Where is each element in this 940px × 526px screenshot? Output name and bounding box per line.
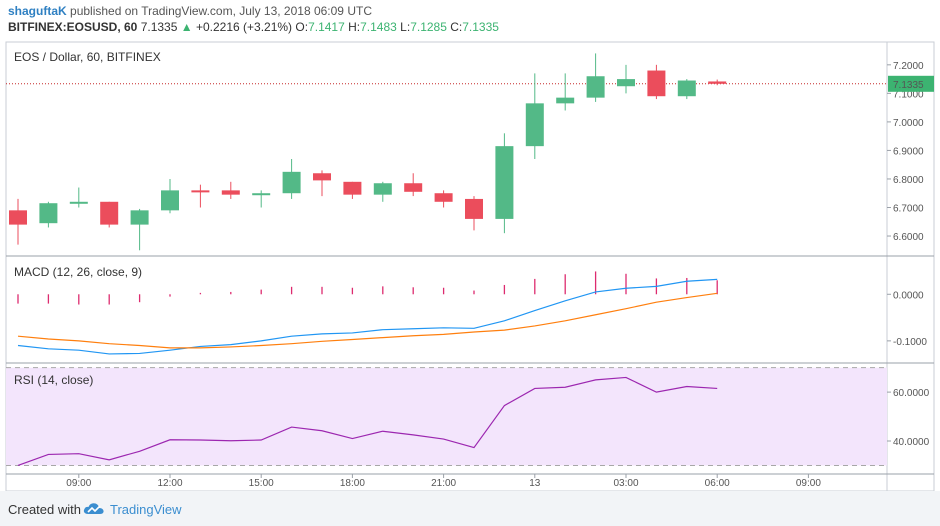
time-axis-label: 21:00 xyxy=(431,478,456,489)
published-text: published on TradingView.com, July 13, 2… xyxy=(70,4,372,18)
candle-body xyxy=(586,76,605,98)
last-price: 7.1335 xyxy=(140,20,178,34)
candle-body xyxy=(556,97,575,104)
open-value: 7.1417 xyxy=(308,20,345,34)
candle-body xyxy=(373,183,392,195)
publish-line: shaguftaK published on TradingView.com, … xyxy=(8,4,372,18)
current-price-tag xyxy=(888,75,934,92)
candle-body xyxy=(617,79,635,87)
macd-pane-title: MACD (12, 26, close, 9) xyxy=(14,265,142,279)
time-axis-label: 15:00 xyxy=(249,478,274,489)
candle-body xyxy=(191,190,210,193)
time-axis-label: 09:00 xyxy=(66,478,91,489)
time-axis-label: 09:00 xyxy=(796,478,821,489)
signal-line xyxy=(17,292,718,349)
low-label: L: xyxy=(400,20,411,34)
candle-body xyxy=(69,201,88,204)
candle-body xyxy=(39,203,58,224)
time-axis-label: 12:00 xyxy=(157,478,182,489)
time-axis-label: 18:00 xyxy=(340,478,365,489)
macd-line xyxy=(17,278,718,355)
candle-body xyxy=(647,70,666,97)
price-axis-label: 6.9000 xyxy=(893,146,924,157)
close-value: 7.1335 xyxy=(462,20,499,34)
high-label: H: xyxy=(348,20,361,34)
candle-body xyxy=(130,210,149,225)
candle-body xyxy=(252,193,271,196)
candle-body xyxy=(708,81,727,84)
rsi-axis-label: 60.0000 xyxy=(893,388,930,399)
rsi-axis-label: 40.0000 xyxy=(893,437,930,448)
chart-canvas[interactable]: 09:00 12:00 15:00 18:00 21:00 13 03:00 06:00 09:… xyxy=(0,0,940,491)
price-axis-label: 7.2000 xyxy=(893,61,924,72)
rsi-band xyxy=(6,367,887,466)
macd-axis-label: -0.1000 xyxy=(893,337,927,348)
candle-body xyxy=(495,146,514,219)
macd-axis-label: 0.0000 xyxy=(893,290,924,301)
candle-body xyxy=(161,190,179,211)
price-axis-label: 6.7000 xyxy=(893,203,924,214)
candle-body xyxy=(100,201,119,225)
author-link[interactable]: shaguftaK xyxy=(8,4,67,18)
tradingview-cloud-icon xyxy=(83,503,104,514)
open-label: O: xyxy=(295,20,309,34)
candle-body xyxy=(9,210,27,225)
time-axis-label: 03:00 xyxy=(613,478,638,489)
price-axis-label: 6.6000 xyxy=(893,232,924,243)
price-change: +0.2216 (+3.21%) xyxy=(195,20,293,34)
close-label: C: xyxy=(450,20,463,34)
candle-body xyxy=(525,103,544,147)
symbol-line: BITFINEX:EOSUSD, 60 7.1335 ▲ +0.2216 (+3… xyxy=(8,20,499,34)
time-axis-label: 06:00 xyxy=(705,478,730,489)
rsi-line xyxy=(17,376,718,467)
candle-body xyxy=(434,193,453,202)
price-axis-label: 6.8000 xyxy=(893,175,924,186)
candle-body xyxy=(465,198,483,219)
candle-body xyxy=(343,181,362,195)
chart-frame xyxy=(5,41,935,491)
candle-body xyxy=(404,183,423,192)
footer: Created with TradingView xyxy=(0,491,940,526)
high-value: 7.1483 xyxy=(360,20,397,34)
time-axis-label: 13 xyxy=(529,478,541,489)
up-arrow-icon: ▲ xyxy=(180,20,193,34)
price-axis-label: 7.1000 xyxy=(893,89,924,100)
chart-header: shaguftaK published on TradingView.com, … xyxy=(0,0,940,40)
candle-body xyxy=(221,190,240,195)
tradingview-brand-link[interactable]: TradingView xyxy=(110,502,182,517)
candle-body xyxy=(677,80,696,97)
candle-body xyxy=(313,173,331,181)
current-price-label: 7.1335 xyxy=(893,80,924,91)
rsi-pane-title: RSI (14, close) xyxy=(14,373,93,387)
price-pane-title: EOS / Dollar, 60, BITFINEX xyxy=(14,50,161,64)
symbol-label: BITFINEX:EOSUSD, 60 xyxy=(8,20,138,34)
candle-body xyxy=(282,171,301,194)
low-value: 7.1285 xyxy=(410,20,447,34)
price-axis-label: 7.0000 xyxy=(893,118,924,129)
created-with-text: Created with xyxy=(8,502,81,517)
